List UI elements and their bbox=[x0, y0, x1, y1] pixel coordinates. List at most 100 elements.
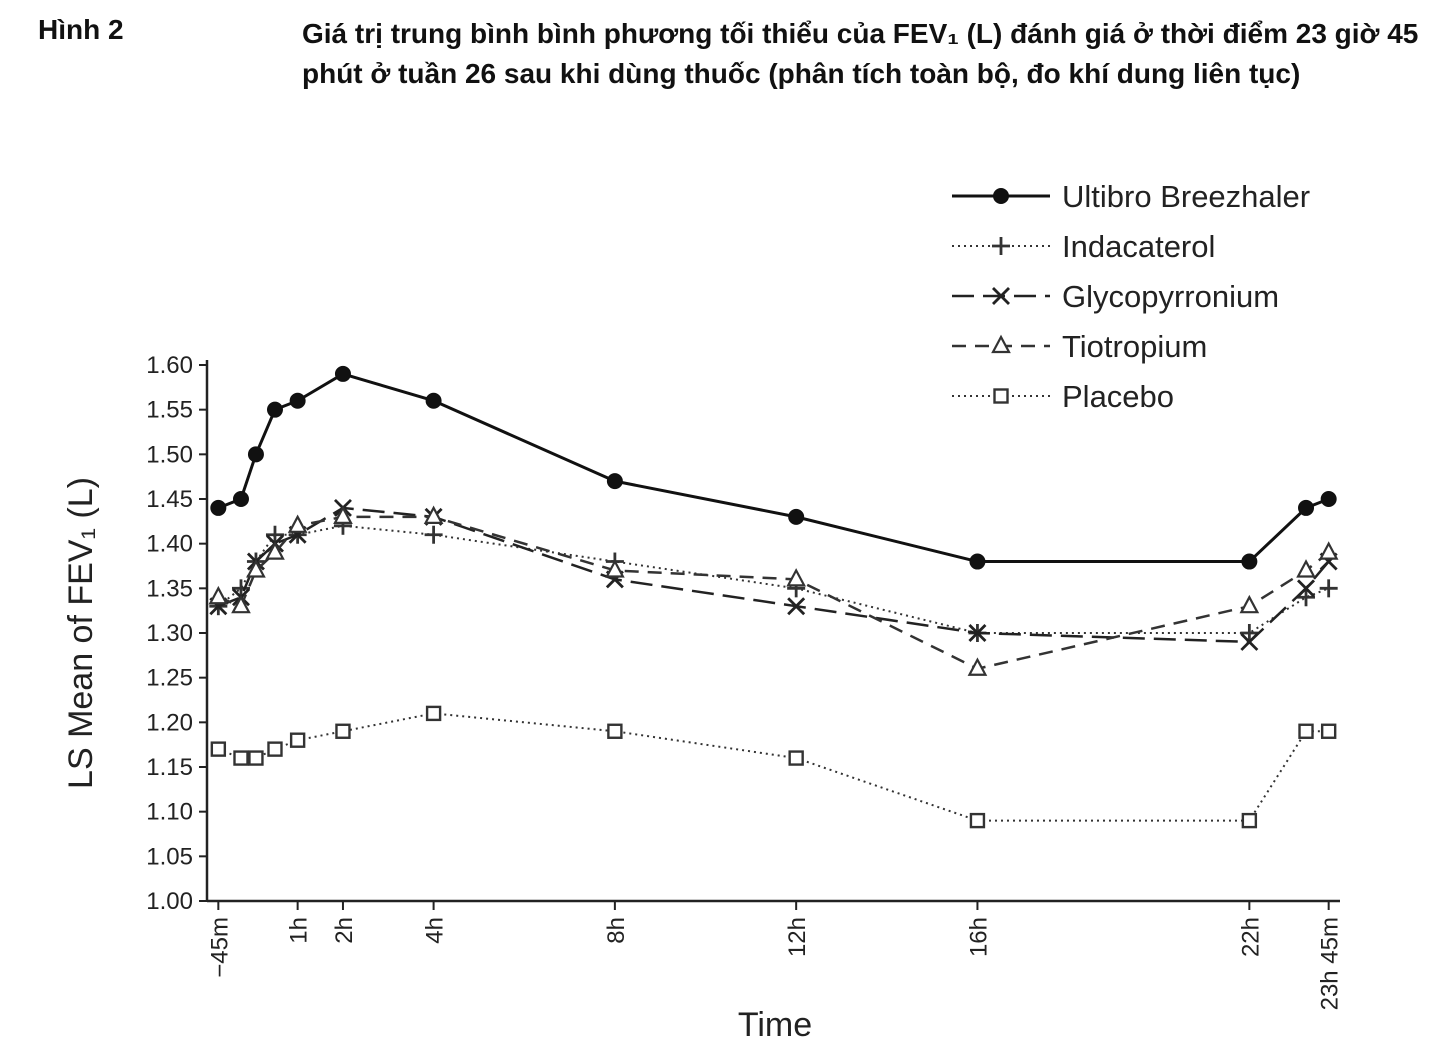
x-tick-label: 23h 45m bbox=[1317, 917, 1344, 1010]
data-point bbox=[1240, 624, 1259, 642]
data-point bbox=[289, 392, 306, 409]
y-tick-label: 1.10 bbox=[146, 799, 193, 826]
legend-item: Placebo bbox=[952, 379, 1174, 414]
data-point bbox=[265, 541, 285, 560]
data-point bbox=[787, 597, 806, 616]
y-tick-label: 1.30 bbox=[146, 620, 193, 647]
data-point bbox=[606, 473, 623, 490]
x-axis-ticks: −45m 1h 2h 4h 8h 12h 16h 22h 23h 45m bbox=[206, 901, 1344, 1010]
y-tick-label: 1.50 bbox=[146, 441, 193, 468]
data-point bbox=[246, 559, 266, 578]
series-line bbox=[217, 515, 1330, 670]
x-tick-label: −45m bbox=[206, 917, 233, 978]
data-point bbox=[786, 568, 806, 587]
data-point bbox=[231, 579, 250, 598]
y-tick-label: 1.35 bbox=[146, 575, 193, 602]
legend-label: Indacaterol bbox=[1062, 229, 1215, 264]
legend-marker bbox=[993, 388, 1009, 404]
data-point bbox=[1296, 559, 1316, 578]
legend-marker bbox=[993, 188, 1009, 204]
x-tick-label: 12h bbox=[784, 917, 811, 957]
data-point bbox=[605, 559, 625, 578]
data-point bbox=[289, 732, 306, 748]
x-tick-label: 2h bbox=[331, 917, 358, 944]
x-tick-label: 8h bbox=[603, 917, 630, 944]
data-point bbox=[788, 508, 805, 525]
data-point bbox=[287, 514, 308, 533]
data-point bbox=[967, 657, 988, 676]
data-point bbox=[607, 723, 623, 739]
legend-item: Indacaterol bbox=[952, 229, 1215, 264]
x-tick-label: 16h bbox=[965, 917, 992, 957]
series-line bbox=[217, 506, 1330, 644]
data-point bbox=[266, 401, 283, 418]
y-tick-label: 1.25 bbox=[146, 665, 193, 692]
data-point bbox=[233, 750, 249, 766]
legend: Ultibro Breezhaler Indacaterol Glycopyrron… bbox=[952, 179, 1310, 414]
legend-item: Glycopyrronium bbox=[952, 279, 1279, 314]
data-point bbox=[424, 525, 443, 544]
data-point bbox=[969, 553, 986, 570]
data-point bbox=[1298, 723, 1314, 739]
legend-item: Tiotropium bbox=[952, 329, 1207, 364]
y-tick-label: 1.55 bbox=[146, 397, 193, 424]
data-point bbox=[1320, 723, 1337, 739]
data-point bbox=[1297, 588, 1316, 607]
y-tick-label: 1.40 bbox=[146, 531, 193, 558]
x-tick-label: 4h bbox=[422, 917, 449, 944]
data-point bbox=[1241, 812, 1258, 829]
figure-label: Hình 2 bbox=[38, 14, 124, 45]
y-axis-ticks: 1.00 1.05 1.10 1.15 1.20 1.25 1.30 1.35 1.40 1.45… bbox=[146, 352, 207, 915]
data-point bbox=[231, 594, 251, 614]
legend-marker bbox=[992, 237, 1010, 255]
data-point bbox=[334, 365, 351, 382]
data-point bbox=[210, 741, 227, 757]
data-point bbox=[968, 624, 987, 642]
data-point bbox=[232, 491, 249, 507]
legend-label: Ultibro Breezhaler bbox=[1062, 179, 1310, 214]
x-tick-label: 22h bbox=[1237, 917, 1264, 957]
data-point bbox=[1239, 594, 1260, 614]
data-point bbox=[210, 499, 227, 516]
data-point bbox=[969, 812, 986, 829]
x-tick-label: 1h bbox=[286, 917, 313, 944]
legend-marker bbox=[991, 334, 1011, 354]
data-point bbox=[425, 705, 442, 722]
data-point bbox=[1320, 491, 1337, 507]
series-layer bbox=[208, 365, 1339, 829]
legend-item: Ultibro Breezhaler bbox=[952, 179, 1310, 214]
y-tick-label: 1.20 bbox=[146, 709, 193, 736]
y-tick-label: 1.45 bbox=[146, 486, 193, 513]
figure-title: Giá trị trung bình bình phương tối thiểu… bbox=[302, 18, 1419, 89]
data-point bbox=[335, 723, 351, 739]
legend-label: Tiotropium bbox=[1062, 329, 1207, 364]
data-point bbox=[248, 750, 264, 766]
data-point bbox=[1297, 579, 1315, 598]
y-tick-label: 1.00 bbox=[146, 888, 193, 915]
legend-marker bbox=[992, 287, 1010, 305]
data-point bbox=[1241, 553, 1258, 570]
legend-label: Placebo bbox=[1062, 379, 1174, 414]
series-glycopyrronium bbox=[209, 498, 1338, 651]
data-point bbox=[333, 505, 353, 524]
data-point bbox=[208, 585, 229, 605]
x-axis-title: Time bbox=[738, 1006, 812, 1044]
y-tick-label: 1.05 bbox=[146, 843, 193, 870]
data-point bbox=[267, 741, 283, 757]
legend-label: Glycopyrronium bbox=[1062, 279, 1279, 314]
data-point bbox=[1319, 579, 1338, 598]
data-point bbox=[1298, 499, 1315, 516]
series-tiotropium bbox=[208, 505, 1339, 676]
data-point bbox=[265, 525, 284, 544]
series-line bbox=[217, 712, 1329, 822]
data-point bbox=[425, 392, 442, 409]
data-point bbox=[1318, 541, 1339, 560]
y-tick-label: 1.60 bbox=[146, 352, 193, 379]
series-ultibro-breezhaler bbox=[210, 365, 1337, 570]
y-tick-label: 1.15 bbox=[146, 754, 193, 781]
data-point bbox=[423, 505, 444, 524]
data-point bbox=[788, 750, 804, 766]
data-point bbox=[1240, 632, 1259, 651]
series-placebo bbox=[210, 705, 1337, 829]
